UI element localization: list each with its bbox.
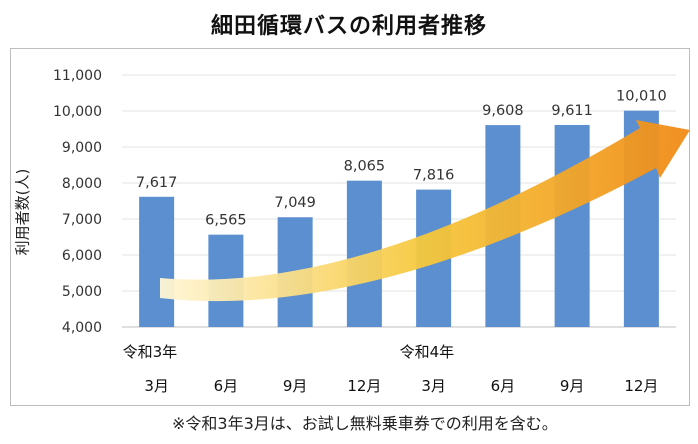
- data-label: 7,049: [274, 195, 316, 211]
- x-tick-label: 6月: [491, 377, 516, 395]
- x-tick-label: 9月: [283, 377, 308, 395]
- bar: [139, 196, 175, 327]
- y-tick-label: 5,000: [62, 284, 102, 300]
- y-tick-label: 4,000: [62, 320, 102, 336]
- y-axis-ticks: 4,000 5,000 6,000 7,000 8,000 9,000 10,000 11,0…: [53, 68, 102, 336]
- data-label: 10,010: [616, 89, 667, 105]
- data-label: 7,617: [136, 175, 178, 191]
- data-label: 8,065: [344, 159, 386, 175]
- data-label: 9,608: [482, 103, 524, 119]
- y-tick-label: 7,000: [62, 212, 102, 228]
- y-tick-label: 11,000: [53, 68, 102, 84]
- y-tick-label: 6,000: [62, 248, 102, 264]
- x-tick-label: 3月: [144, 377, 169, 395]
- x-group-label: 令和3年: [123, 343, 178, 361]
- y-axis-label: 利用者数(人): [13, 168, 32, 256]
- data-label: 7,816: [413, 168, 455, 184]
- x-group-label: 令和4年: [400, 343, 455, 361]
- data-label: 6,565: [205, 213, 247, 229]
- bar: [554, 125, 590, 327]
- data-labels: 7,617 6,565 7,049 8,065 7,816 9,608 9,611 10,01…: [136, 89, 667, 229]
- data-label: 9,611: [551, 103, 593, 119]
- y-tick-label: 9,000: [62, 140, 102, 156]
- x-tick-label: 12月: [347, 377, 381, 395]
- trend-arrow: [160, 120, 690, 302]
- x-axis-labels: 3月 6月 9月 12月 3月 6月 9月 12月 令和3年 令和4年: [123, 343, 659, 395]
- x-tick-label: 9月: [560, 377, 585, 395]
- x-tick-label: 3月: [421, 377, 446, 395]
- y-tick-label: 8,000: [62, 176, 102, 192]
- y-tick-label: 10,000: [53, 104, 102, 120]
- chart-title: 細田循環バスの利用者推移: [210, 14, 487, 39]
- x-tick-label: 12月: [624, 377, 658, 395]
- footnote: ※令和3年3月は、お試し無料乗車券での利用を含む。: [172, 414, 558, 433]
- x-tick-label: 6月: [214, 377, 239, 395]
